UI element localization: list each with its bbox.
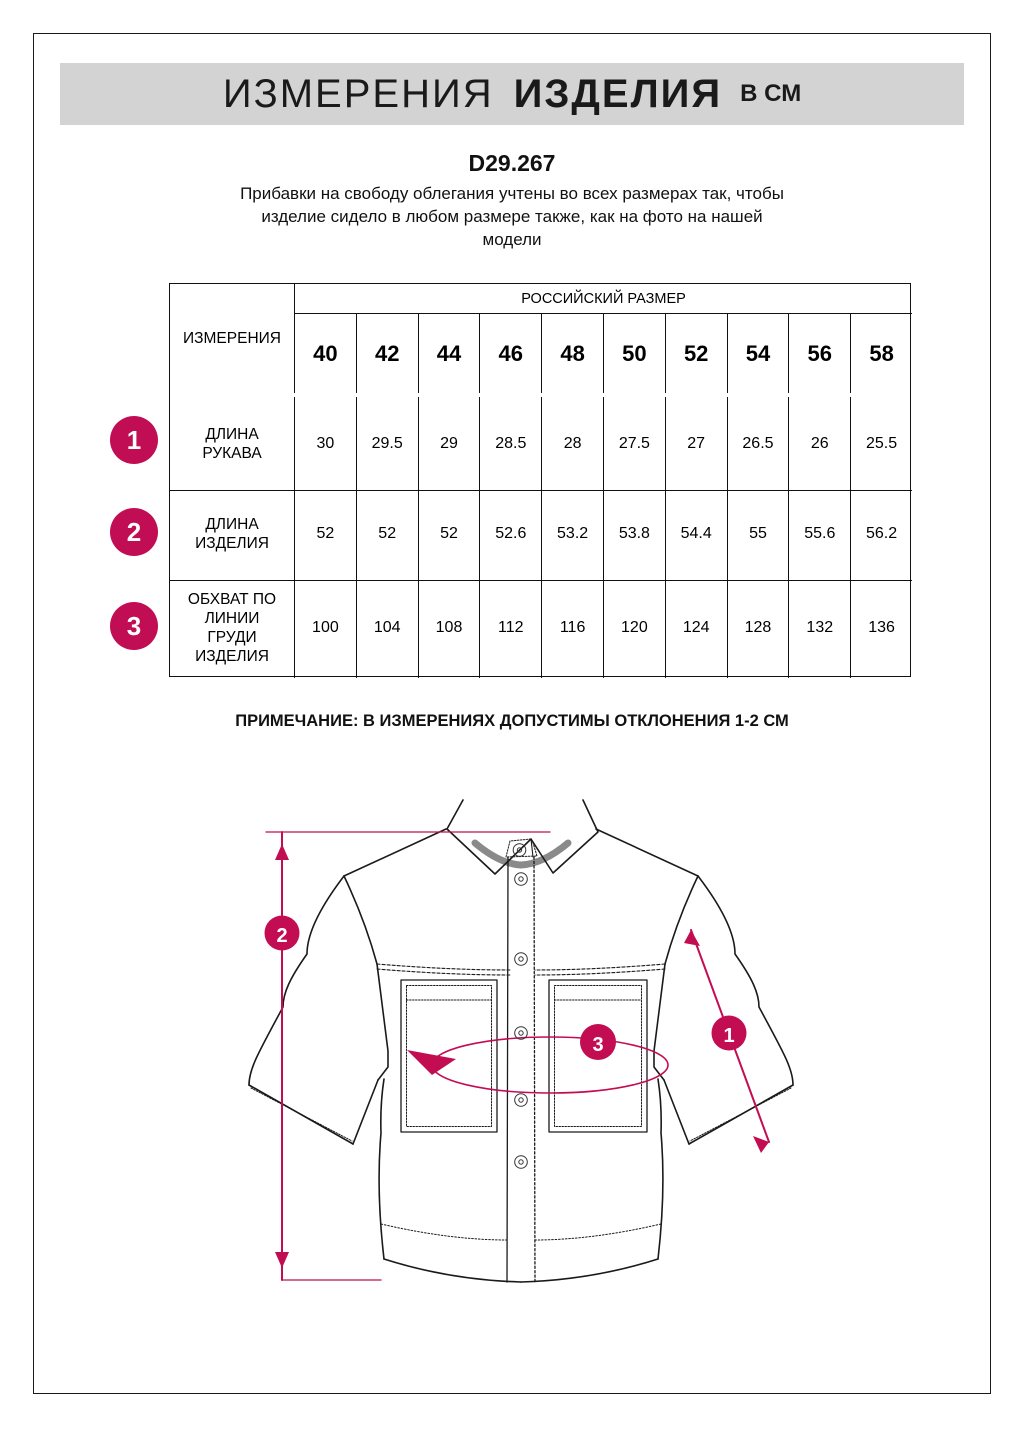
svg-text:3: 3 <box>592 1034 603 1056</box>
svg-text:1: 1 <box>723 1025 734 1047</box>
svg-text:2: 2 <box>276 925 287 947</box>
